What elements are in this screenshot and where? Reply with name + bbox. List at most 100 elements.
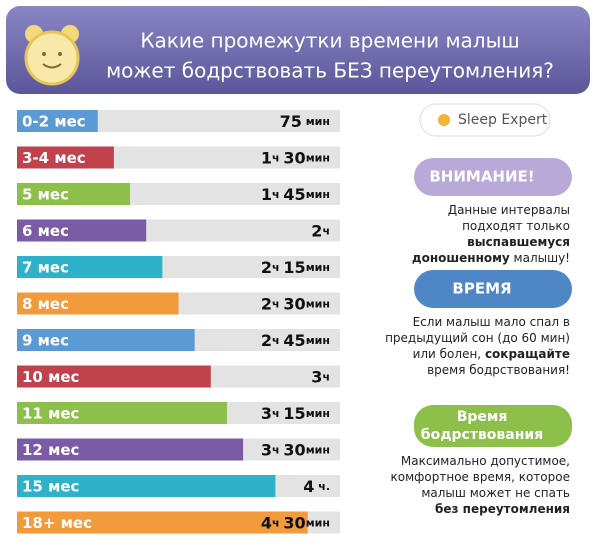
- value-label-part: 3: [261, 440, 272, 459]
- value-label-part: мин: [306, 407, 330, 420]
- panel-text: предыдущий сон (до 60 мин): [385, 331, 570, 345]
- panel-pill: [414, 270, 572, 308]
- title-line: может бодрствовать БЕЗ переутомления?: [106, 59, 554, 83]
- bar: [17, 110, 98, 132]
- value-label-part: 3: [261, 404, 272, 423]
- panel-pill: [414, 405, 572, 447]
- panel-heading: ВНИМАНИЕ!: [429, 168, 534, 186]
- value-label-part: 3: [311, 367, 322, 386]
- value-label-part: 1: [261, 185, 272, 204]
- bar: [17, 146, 114, 169]
- value-label-part: ч.: [314, 480, 330, 493]
- value-label-part: 1: [261, 148, 272, 167]
- panel-line: без переутомления: [435, 502, 570, 516]
- value-label-part: 30: [283, 294, 305, 313]
- category-label: 0-2 мес: [22, 113, 86, 131]
- header-banner: [6, 6, 590, 94]
- panel-line: Если малыш мало спал в: [413, 315, 570, 329]
- value-label: 1ч 45мин: [261, 185, 330, 204]
- value-label-part: 2: [261, 258, 272, 277]
- value-label: 3ч 30мин: [261, 440, 330, 459]
- value-label-part: мин: [306, 188, 330, 201]
- logo-box: [419, 103, 551, 137]
- value-label-part: 2: [261, 331, 272, 350]
- category-label: 10 мес: [22, 368, 79, 386]
- panel-text: Максимально допустимое,: [401, 454, 570, 468]
- value-label: 4 ч.: [303, 477, 330, 496]
- panel-text: без переутомления: [435, 502, 570, 516]
- logo-moon: [438, 114, 450, 126]
- value-label-part: 4: [261, 513, 272, 532]
- value-label-part: 15: [283, 404, 305, 423]
- value-label: 2ч 15мин: [261, 258, 330, 277]
- value-label-part: 45: [283, 185, 305, 204]
- panel-text: Если малыш мало спал в: [413, 315, 570, 329]
- category-label: 12 мес: [22, 441, 79, 459]
- bar: [17, 511, 308, 534]
- value-label-part: ч: [272, 261, 283, 274]
- value-label-part: ч: [272, 444, 283, 457]
- panel-line: Данные интервалы: [448, 203, 570, 217]
- bar: [17, 365, 211, 388]
- value-label: 2ч 45мин: [261, 331, 330, 350]
- category-label: 7 мес: [22, 259, 69, 277]
- value-label-part: 2: [311, 221, 322, 240]
- value-label-part: 4: [303, 477, 314, 496]
- panel-line: Максимально допустимое,: [401, 454, 570, 468]
- panel-text: выспавшемуся: [467, 235, 570, 249]
- panel-text: малыш может не спать: [421, 486, 570, 500]
- panel-text: время бодрствования!: [427, 363, 570, 377]
- value-label-part: мин: [306, 444, 330, 457]
- logo: Sleep Expert: [458, 112, 548, 128]
- clock-icon: [24, 25, 80, 86]
- panel-line: выспавшемуся: [467, 235, 570, 249]
- value-label: 3ч: [311, 367, 330, 386]
- category-label: 18+ мес: [22, 514, 92, 532]
- value-label-part: мин: [306, 261, 330, 274]
- bar: [17, 438, 244, 461]
- panel-line: предыдущий сон (до 60 мин): [385, 331, 570, 345]
- value-label: 75 мин: [280, 112, 330, 131]
- value-label-part: 45: [283, 331, 305, 350]
- panel-text: Данные интервалы: [448, 203, 570, 217]
- value-label-part: 30: [283, 148, 305, 167]
- value-label: 1ч 30мин: [261, 148, 330, 167]
- category-label: 8 мес: [22, 295, 69, 313]
- bar: [17, 402, 227, 424]
- value-label-part: 15: [283, 258, 305, 277]
- value-label-part: 75: [280, 112, 302, 131]
- value-label-part: ч: [272, 152, 283, 165]
- value-label-part: 30: [283, 440, 305, 459]
- title-line: Какие промежутки времени малыш: [140, 29, 519, 53]
- value-label-part: ч: [272, 188, 283, 201]
- panel-line: доношенному малышу!: [412, 251, 570, 265]
- bar: [17, 475, 276, 497]
- bar: [17, 329, 195, 351]
- panel-text: сокращайте: [485, 347, 570, 361]
- panel-pill: [414, 158, 572, 196]
- category-label: 3-4 мес: [22, 149, 86, 167]
- value-label-part: ч: [322, 371, 330, 384]
- value-label-part: мин: [302, 115, 330, 128]
- panel-line: подходят только: [462, 219, 570, 233]
- value-label-part: ч: [272, 334, 283, 347]
- bar: [17, 183, 131, 205]
- category-label: 5 мес: [22, 186, 69, 204]
- panel-text: малышу!: [510, 251, 570, 265]
- value-label-part: ч: [272, 298, 283, 311]
- panel-line: время бодрствования!: [427, 363, 570, 377]
- value-label-part: 2: [261, 294, 272, 313]
- panel-line: или болен, сокращайте: [413, 347, 570, 361]
- value-label-part: мин: [306, 298, 330, 311]
- value-label-part: мин: [306, 517, 330, 530]
- bar: [17, 292, 179, 315]
- value-label-part: мин: [306, 152, 330, 165]
- category-label: 11 мес: [22, 405, 79, 423]
- value-label-part: ч: [272, 517, 283, 530]
- panel-heading: Время: [457, 409, 508, 425]
- value-label: 4ч 30мин: [261, 513, 330, 532]
- panel-text: доношенному: [412, 251, 510, 265]
- panel-heading: бодрствования: [421, 427, 543, 443]
- panel-text: подходят только: [462, 219, 570, 233]
- bar: [17, 256, 163, 278]
